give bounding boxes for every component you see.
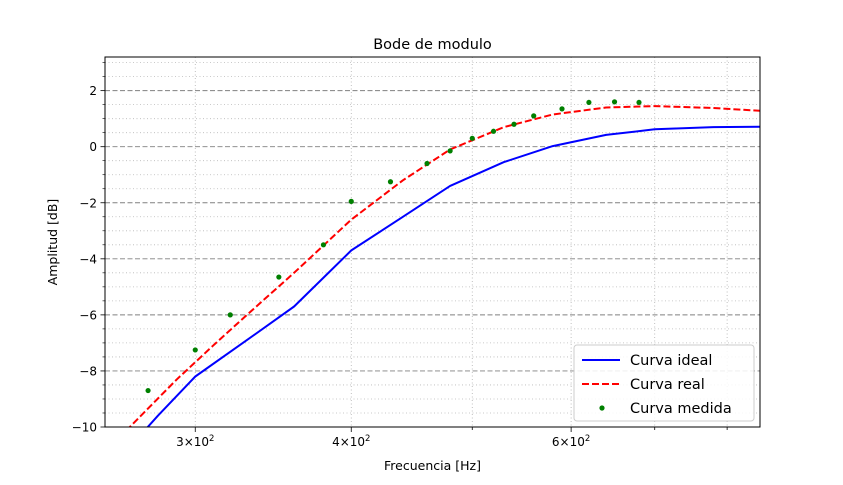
y-axis-label: Amplitud [dB] — [45, 199, 60, 286]
legend-label-curva-medida: Curva medida — [630, 401, 732, 417]
curva-medida-point — [145, 387, 151, 394]
curva-medida-point — [531, 113, 537, 119]
curva-medida-point — [320, 242, 327, 248]
y-tick-label: −8 — [79, 364, 97, 378]
curva-medida-point — [469, 135, 475, 141]
legend: Curva ideal Curva real Curva medida — [573, 344, 755, 422]
curva-medida-point — [387, 179, 394, 185]
curva-real-line — [128, 105, 760, 427]
curva-medida-point — [611, 99, 618, 105]
y-tick-label: −10 — [72, 421, 97, 435]
curva-medida-point — [559, 106, 565, 112]
x-axis-label: Frecuencia [Hz] — [384, 458, 481, 473]
curva-medida-point — [636, 99, 642, 106]
chart-title: Bode de modulo — [373, 37, 492, 53]
y-tick-label: 2 — [89, 84, 97, 98]
curva-medida-point — [511, 121, 517, 127]
x-tick-label: 3×102 — [176, 434, 214, 449]
curva-medida-point — [490, 128, 497, 134]
axis-ticks: −10 −8 −6 −4 −2 0 2 3×102 4×102 6×102 — [72, 62, 728, 449]
y-tick-label: −4 — [79, 252, 97, 266]
curva-medida-point — [586, 99, 592, 106]
curva-medida-point — [192, 347, 198, 353]
y-tick-label: −6 — [79, 308, 97, 322]
curva-medida-point — [276, 274, 282, 280]
x-tick-label: 4×102 — [332, 434, 370, 449]
legend-marker-curva-medida — [599, 405, 605, 411]
y-tick-label: 0 — [89, 140, 97, 154]
curva-medida-point — [227, 312, 233, 318]
curva-medida-point — [348, 198, 354, 204]
grid — [105, 57, 760, 428]
plot-series — [128, 99, 760, 427]
curva-ideal-line — [146, 125, 760, 427]
legend-label-curva-real: Curva real — [630, 377, 705, 393]
curva-medida-point — [447, 148, 453, 154]
x-tick-label: 6×102 — [552, 434, 590, 449]
legend-label-curva-ideal: Curva ideal — [630, 353, 712, 369]
y-tick-label: −2 — [79, 196, 97, 210]
legend-box — [573, 344, 755, 422]
curva-medida-point — [424, 160, 430, 167]
plot-frame — [104, 56, 761, 428]
